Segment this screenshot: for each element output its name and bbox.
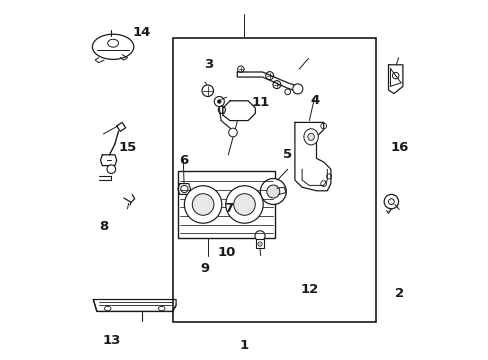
Circle shape: [192, 194, 213, 215]
Ellipse shape: [158, 306, 164, 311]
Text: 12: 12: [300, 283, 318, 296]
Circle shape: [107, 165, 115, 174]
Text: 3: 3: [203, 58, 213, 71]
Text: 14: 14: [132, 26, 151, 39]
Text: 11: 11: [251, 96, 269, 109]
Circle shape: [233, 194, 255, 215]
Text: 1: 1: [240, 339, 248, 352]
Text: 4: 4: [309, 94, 319, 107]
Bar: [172, 38, 375, 322]
Text: 16: 16: [389, 141, 407, 154]
Text: 6: 6: [178, 154, 187, 167]
Circle shape: [202, 85, 213, 96]
Text: 5: 5: [283, 148, 292, 161]
Bar: [178, 171, 275, 238]
Ellipse shape: [104, 306, 111, 311]
Circle shape: [260, 179, 285, 204]
Circle shape: [257, 242, 262, 246]
Ellipse shape: [307, 133, 314, 140]
Circle shape: [228, 128, 237, 137]
Circle shape: [214, 96, 224, 107]
Text: 13: 13: [102, 334, 120, 347]
Ellipse shape: [303, 129, 318, 145]
Circle shape: [225, 186, 263, 223]
Text: 15: 15: [118, 141, 136, 154]
Text: 8: 8: [99, 220, 108, 233]
Ellipse shape: [92, 34, 134, 59]
Text: 2: 2: [394, 287, 403, 300]
Circle shape: [254, 231, 264, 241]
Circle shape: [266, 185, 279, 198]
Text: 7: 7: [224, 202, 232, 215]
Circle shape: [184, 186, 222, 223]
Circle shape: [292, 84, 302, 94]
Text: 10: 10: [217, 246, 235, 258]
Text: 9: 9: [200, 262, 209, 275]
Circle shape: [217, 100, 221, 103]
Bar: [256, 239, 263, 248]
